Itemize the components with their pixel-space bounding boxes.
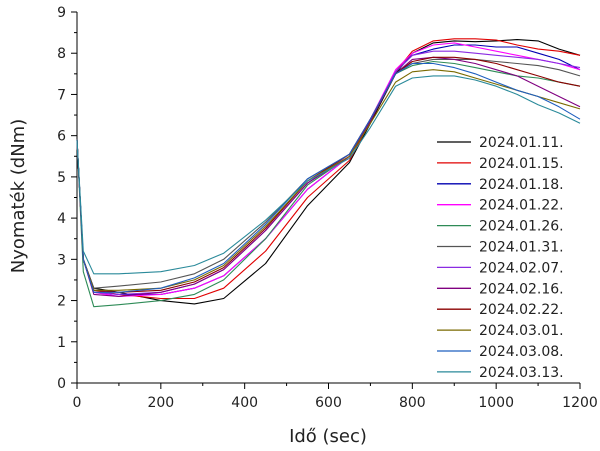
y-tick-label: 8: [57, 46, 66, 62]
x-tick-label: 600: [315, 395, 342, 411]
legend-label: 2024.03.01.: [479, 323, 564, 339]
axes: 0 200 400 600 800 1000 1200 0 1 2 3 4 5 6 7 8 9: [57, 5, 598, 411]
series-line: [76, 62, 581, 293]
y-tick-label: 1: [57, 335, 66, 351]
y-tick-label: 4: [57, 211, 66, 227]
y-tick-label: 7: [57, 87, 66, 103]
y-tick-label: 6: [57, 129, 66, 145]
legend-label: 2024.01.11.: [479, 135, 564, 151]
x-tick-label: 800: [399, 395, 426, 411]
x-tick-label: 200: [147, 395, 174, 411]
legend-label: 2024.01.26.: [479, 219, 564, 235]
x-tick-label: 400: [231, 395, 258, 411]
legend-label: 2024.01.15.: [479, 156, 564, 172]
legend-label: 2024.01.31.: [479, 240, 564, 256]
series-line: [76, 69, 581, 291]
y-tick-label: 3: [57, 252, 66, 268]
y-tick-label: 2: [57, 294, 66, 310]
series-line: [76, 56, 581, 297]
x-tick-label: 1000: [478, 395, 514, 411]
legend: 2024.01.11. 2024.01.15. 2024.01.18. 2024.01…: [437, 135, 564, 381]
x-tick-label: 1200: [562, 395, 598, 411]
legend-label: 2024.02.22.: [479, 302, 564, 318]
x-axis-title: Idő (sec): [289, 426, 367, 447]
y-tick-label: 5: [57, 170, 66, 186]
series-lines: [76, 38, 581, 308]
legend-label: 2024.03.13.: [479, 365, 564, 381]
legend-label: 2024.02.16.: [479, 281, 564, 297]
x-tick-label: 0: [73, 395, 82, 411]
legend-label: 2024.01.22.: [479, 198, 564, 214]
legend-label: 2024.02.07.: [479, 260, 564, 276]
legend-label: 2024.03.08.: [479, 344, 564, 360]
series-line: [76, 75, 581, 275]
series-line: [76, 56, 581, 293]
y-tick-label: 0: [57, 376, 66, 392]
y-tick-label: 9: [57, 5, 66, 21]
y-axis-title: Nyomaték (dNm): [8, 119, 29, 273]
legend-label: 2024.01.18.: [479, 177, 564, 193]
